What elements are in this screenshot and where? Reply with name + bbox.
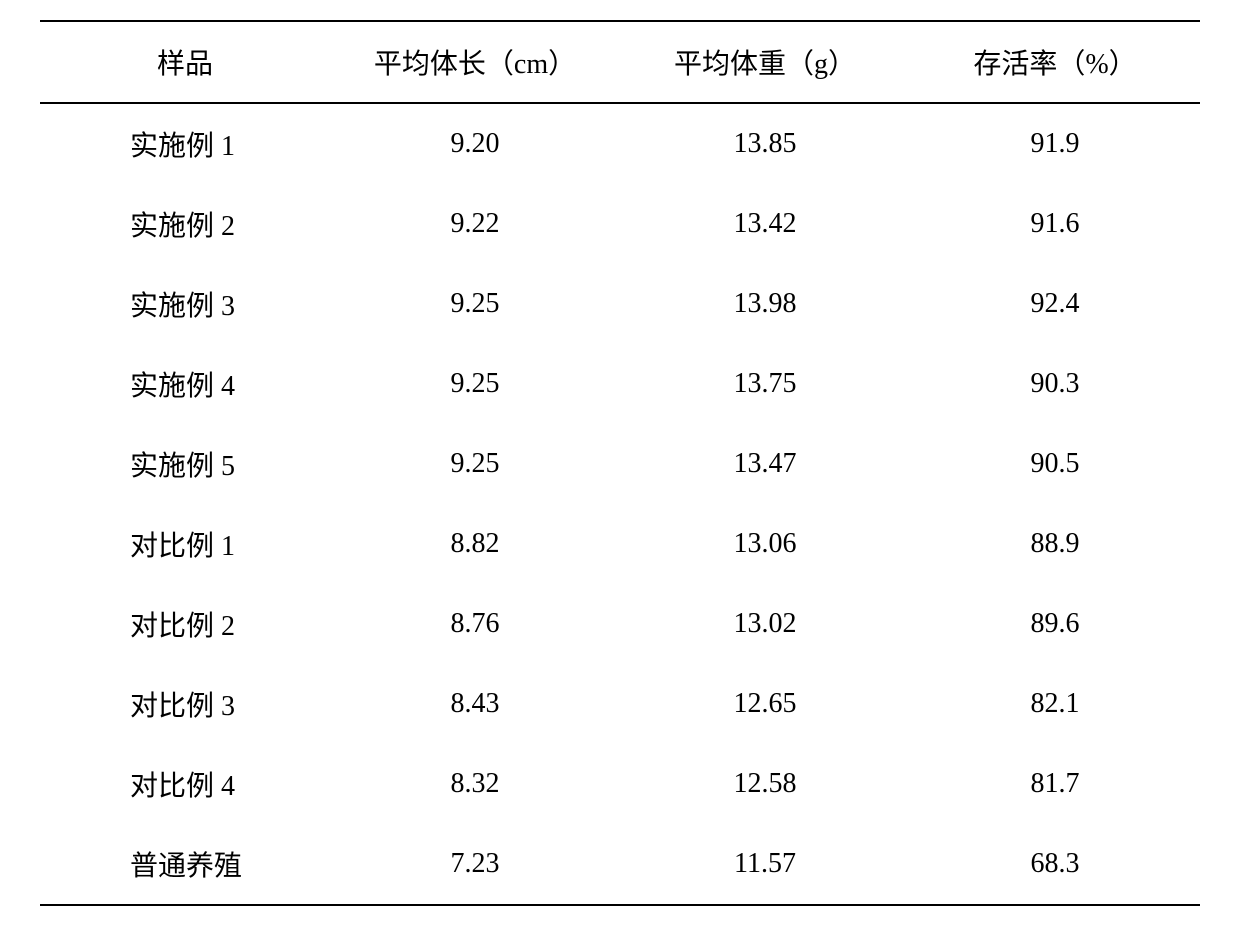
table-header-row: 样品 平均体长（cm） 平均体重（g） 存活率（%）: [40, 21, 1200, 103]
cell-sample: 对比例 4: [40, 744, 330, 824]
cell-sample: 对比例 2: [40, 584, 330, 664]
cell-weight: 13.75: [620, 344, 910, 424]
cell-weight: 13.85: [620, 103, 910, 184]
cell-weight: 13.42: [620, 184, 910, 264]
table-row: 实施例 5 9.25 13.47 90.5: [40, 424, 1200, 504]
cell-weight: 12.65: [620, 664, 910, 744]
col-header-weight: 平均体重（g）: [620, 21, 910, 103]
cell-length: 8.82: [330, 504, 620, 584]
table-row: 实施例 1 9.20 13.85 91.9: [40, 103, 1200, 184]
cell-length: 9.20: [330, 103, 620, 184]
cell-sample: 对比例 1: [40, 504, 330, 584]
cell-length: 8.43: [330, 664, 620, 744]
cell-length: 9.25: [330, 424, 620, 504]
table-row: 对比例 3 8.43 12.65 82.1: [40, 664, 1200, 744]
cell-weight: 11.57: [620, 824, 910, 905]
cell-sample: 普通养殖: [40, 824, 330, 905]
cell-survival: 91.9: [910, 103, 1200, 184]
cell-weight: 13.02: [620, 584, 910, 664]
cell-survival: 89.6: [910, 584, 1200, 664]
cell-weight: 13.06: [620, 504, 910, 584]
table-row: 实施例 4 9.25 13.75 90.3: [40, 344, 1200, 424]
cell-survival: 82.1: [910, 664, 1200, 744]
col-header-length: 平均体长（cm）: [330, 21, 620, 103]
cell-survival: 81.7: [910, 744, 1200, 824]
cell-weight: 13.47: [620, 424, 910, 504]
cell-sample: 实施例 1: [40, 103, 330, 184]
table-row: 实施例 3 9.25 13.98 92.4: [40, 264, 1200, 344]
cell-sample: 实施例 5: [40, 424, 330, 504]
cell-weight: 12.58: [620, 744, 910, 824]
cell-sample: 实施例 4: [40, 344, 330, 424]
cell-survival: 91.6: [910, 184, 1200, 264]
cell-length: 7.23: [330, 824, 620, 905]
cell-survival: 90.5: [910, 424, 1200, 504]
col-header-survival: 存活率（%）: [910, 21, 1200, 103]
cell-survival: 68.3: [910, 824, 1200, 905]
table-row: 对比例 4 8.32 12.58 81.7: [40, 744, 1200, 824]
cell-sample: 对比例 3: [40, 664, 330, 744]
table-row: 对比例 2 8.76 13.02 89.6: [40, 584, 1200, 664]
cell-survival: 90.3: [910, 344, 1200, 424]
cell-length: 9.25: [330, 264, 620, 344]
cell-weight: 13.98: [620, 264, 910, 344]
cell-length: 8.32: [330, 744, 620, 824]
cell-length: 9.22: [330, 184, 620, 264]
table-row: 实施例 2 9.22 13.42 91.6: [40, 184, 1200, 264]
table-row: 普通养殖 7.23 11.57 68.3: [40, 824, 1200, 905]
cell-length: 9.25: [330, 344, 620, 424]
col-header-sample: 样品: [40, 21, 330, 103]
table-row: 对比例 1 8.82 13.06 88.9: [40, 504, 1200, 584]
table-body: 实施例 1 9.20 13.85 91.9 实施例 2 9.22 13.42 9…: [40, 103, 1200, 905]
cell-sample: 实施例 2: [40, 184, 330, 264]
cell-survival: 88.9: [910, 504, 1200, 584]
cell-survival: 92.4: [910, 264, 1200, 344]
data-table: 样品 平均体长（cm） 平均体重（g） 存活率（%） 实施例 1 9.20 13…: [40, 20, 1200, 906]
cell-length: 8.76: [330, 584, 620, 664]
cell-sample: 实施例 3: [40, 264, 330, 344]
